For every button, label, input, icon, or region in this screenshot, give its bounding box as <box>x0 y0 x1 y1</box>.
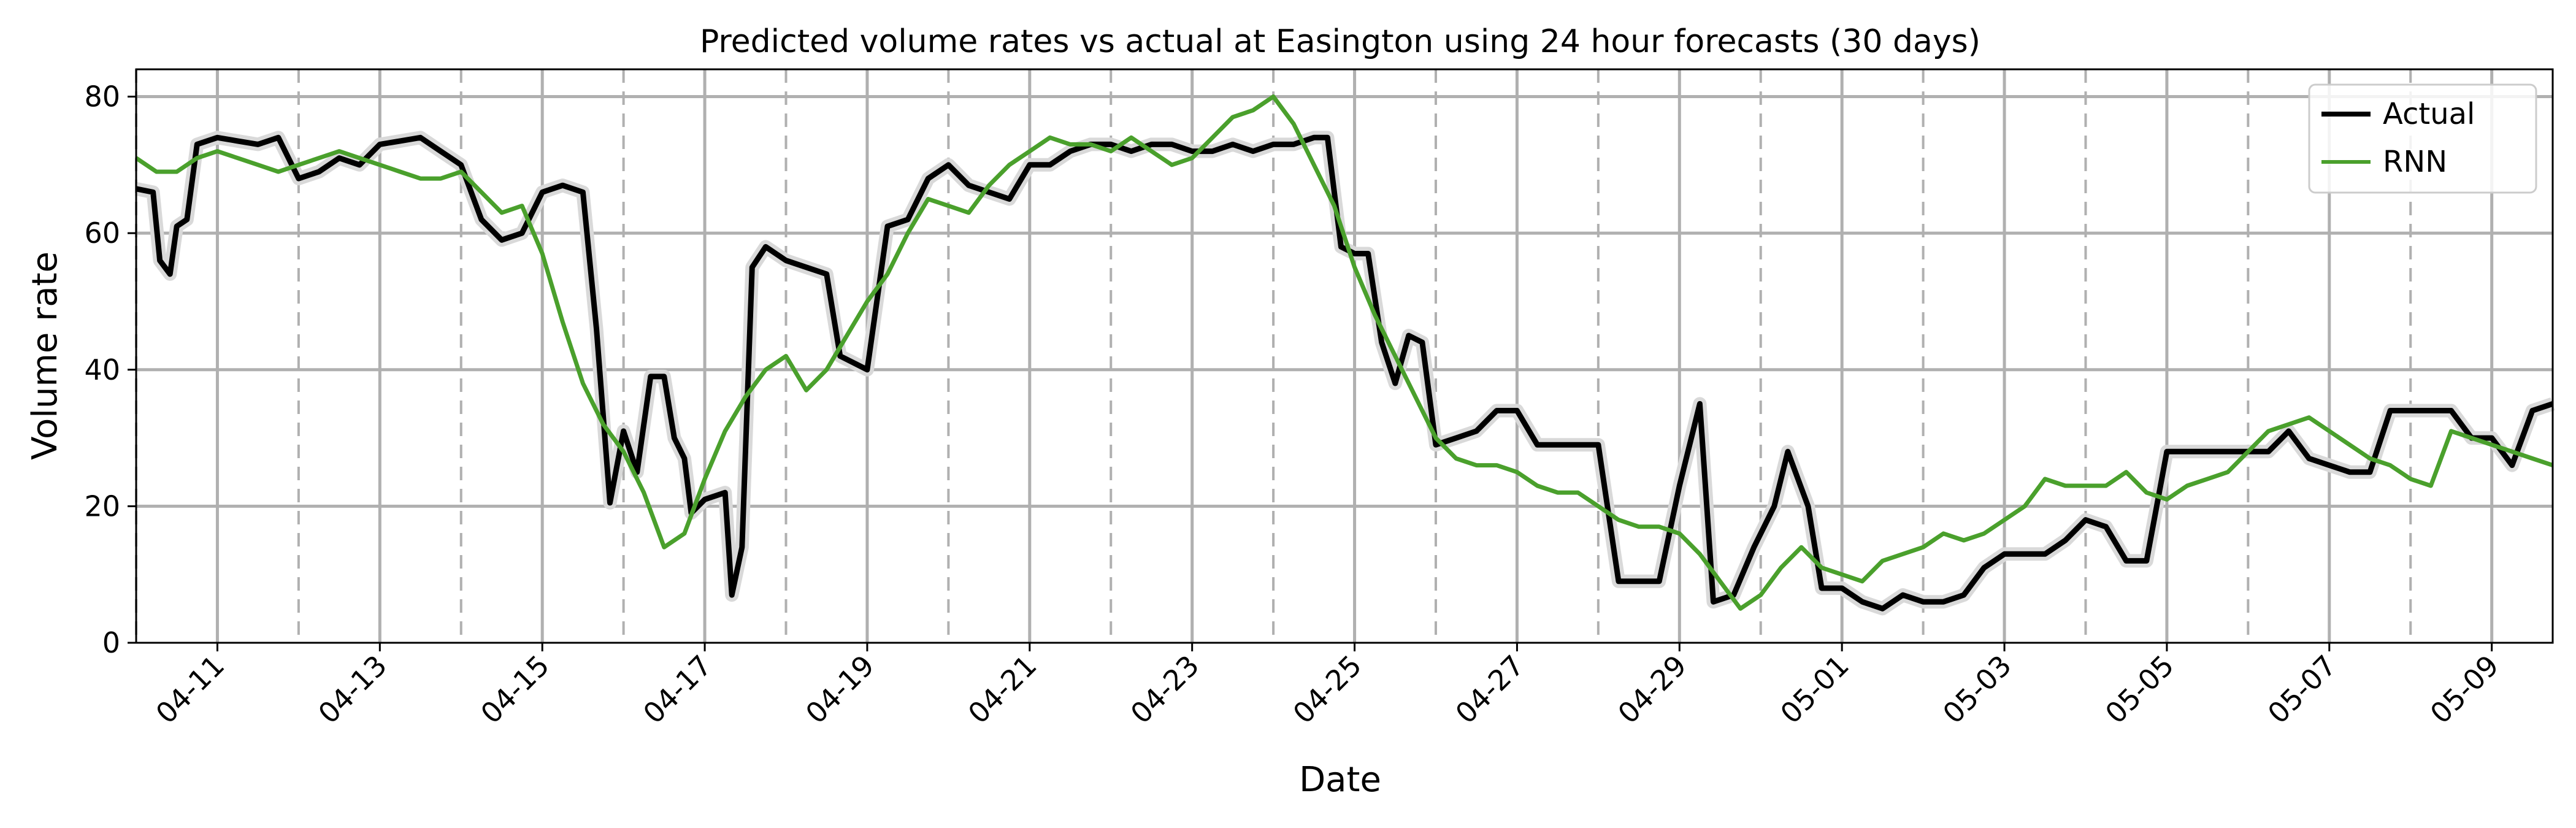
y-tick-label: 20 <box>84 489 120 523</box>
plot-area-frame <box>135 68 2554 644</box>
series-line-rnn <box>135 94 2554 611</box>
y-axis-ticks: 0 20 40 60 80 <box>84 80 136 659</box>
legend-label-rnn: RNN <box>2383 145 2447 179</box>
series-line-actual <box>136 134 2554 611</box>
legend: Actual RNN <box>2308 83 2537 194</box>
y-axis-label: Volume rate <box>25 251 65 460</box>
y-tick-label: 60 <box>84 217 120 250</box>
legend-label-actual: Actual <box>2383 97 2475 131</box>
chart-title: Predicted volume rates vs actual at Easi… <box>700 23 1980 60</box>
y-tick-label: 80 <box>84 80 120 113</box>
y-tick-label: 40 <box>84 353 120 386</box>
y-tick-label: 0 <box>102 626 120 659</box>
x-axis-label: Date <box>1299 760 1381 800</box>
series-lines <box>134 94 2555 616</box>
